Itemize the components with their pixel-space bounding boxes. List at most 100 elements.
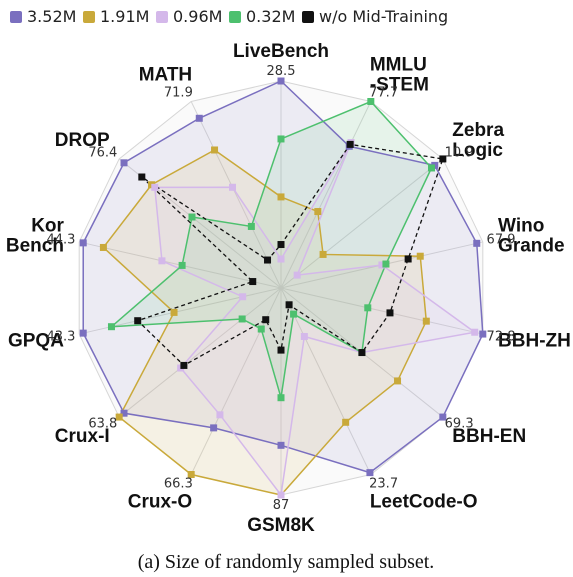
legend: 3.52M 1.91M 0.96M 0.32M w/o Mid-Training [10,7,448,26]
data-point [293,271,301,279]
axis-max-label: 23.7 [369,477,398,492]
data-point [439,413,447,421]
data-point [479,330,487,338]
data-point [378,261,386,269]
axis-label: LeetCode-O [370,492,478,513]
data-point [319,250,327,258]
series-markers [79,77,487,499]
grid-spoke [280,287,372,475]
axis-max-label: 28.5 [267,64,296,79]
data-point [277,491,285,499]
axis-max-label: 63.8 [88,416,117,431]
axis-max-label: 66.3 [164,477,193,492]
axis-labels: LiveBench MMLU -STEM Zebra Logic Wino Grande BB… [6,41,571,536]
axis-max-label: 44.3 [46,233,75,248]
axis-label: GSM8K [247,515,315,536]
data-point [471,328,479,336]
data-point [342,418,350,426]
data-point [264,256,272,264]
data-point [249,278,257,286]
data-point [277,77,285,85]
grid-spoke [280,101,372,289]
data-point [404,255,412,263]
chart-caption: (a) Size of randomly sampled subset. [138,551,435,573]
data-point [358,349,366,357]
data-point [366,469,374,477]
data-point [188,213,196,221]
data-point [120,409,128,417]
data-point [99,243,107,251]
data-point [346,140,354,148]
axis-max-label: 72.8 [487,329,516,344]
data-point [382,260,390,268]
data-point [107,323,115,331]
data-point [178,261,186,269]
data-point [277,241,285,249]
data-point [277,346,285,354]
axis-label: MMLU -STEM [370,54,429,95]
legend-label: 1.91M [100,7,149,26]
axis-label: DROP [55,130,110,151]
data-point [151,183,159,191]
legend-label: 0.96M [173,7,222,26]
axis-label: BBH-EN [452,426,526,447]
series-area [111,101,432,398]
data-point [367,97,375,105]
data-point [416,252,424,260]
data-point [439,155,447,163]
axis-label: MATH [139,64,192,85]
data-point [210,424,218,432]
data-point [180,361,188,369]
data-point [428,164,436,172]
series-areas [83,81,483,495]
axis-max-label: 69.3 [445,416,474,431]
data-point [216,411,224,419]
series-area [83,81,483,473]
axis-label: Crux-O [128,492,192,513]
legend-label: w/o Mid-Training [319,7,448,26]
data-point [300,332,308,340]
data-point [115,413,123,421]
axis-max-label: 87 [273,498,290,513]
data-point [277,135,285,143]
grid-spoke [280,158,444,289]
data-point [364,304,372,312]
grid-spoke [118,287,282,418]
data-point [239,293,247,301]
axis-max-label: 43.3 [46,329,75,344]
data-point [277,255,285,263]
legend-label: 3.52M [27,7,76,26]
data-point [195,114,203,122]
data-point [290,310,298,318]
axis-max-labels: 28.5 77.7 10.9 67.9 72.8 69.3 23.7 87 66.3 63.8 43… [46,64,515,513]
data-point [473,239,481,247]
series-area [154,142,475,495]
data-point [314,208,322,216]
data-point [247,222,255,230]
axis-label: Zebra Logic [452,120,504,161]
legend-swatch [302,11,314,23]
axis-max-label: 67.9 [487,233,516,248]
data-point [187,471,195,479]
axis-max-label: 76.4 [88,146,117,161]
axis-label: Wino Grande [498,215,565,256]
legend-swatch [10,11,22,23]
data-point [277,193,285,201]
series-line [136,143,444,367]
axis-max-label: 77.7 [369,85,398,100]
data-point [211,146,219,154]
axis-label: BBH-ZH [498,331,571,352]
data-point [120,159,128,167]
data-point [79,239,87,247]
legend-label: 0.32M [246,7,295,26]
data-point [229,183,237,191]
data-point [257,325,265,333]
legend-swatch [83,11,95,23]
data-point [386,309,394,317]
data-point [138,173,146,181]
data-point [277,394,285,402]
data-point [422,317,430,325]
data-point [134,317,142,325]
axis-label: Kor Bench [6,215,65,256]
